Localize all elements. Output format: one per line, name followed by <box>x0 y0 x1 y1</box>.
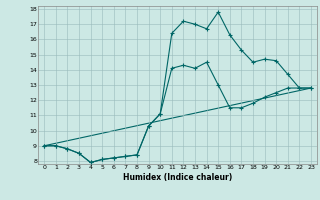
X-axis label: Humidex (Indice chaleur): Humidex (Indice chaleur) <box>123 173 232 182</box>
